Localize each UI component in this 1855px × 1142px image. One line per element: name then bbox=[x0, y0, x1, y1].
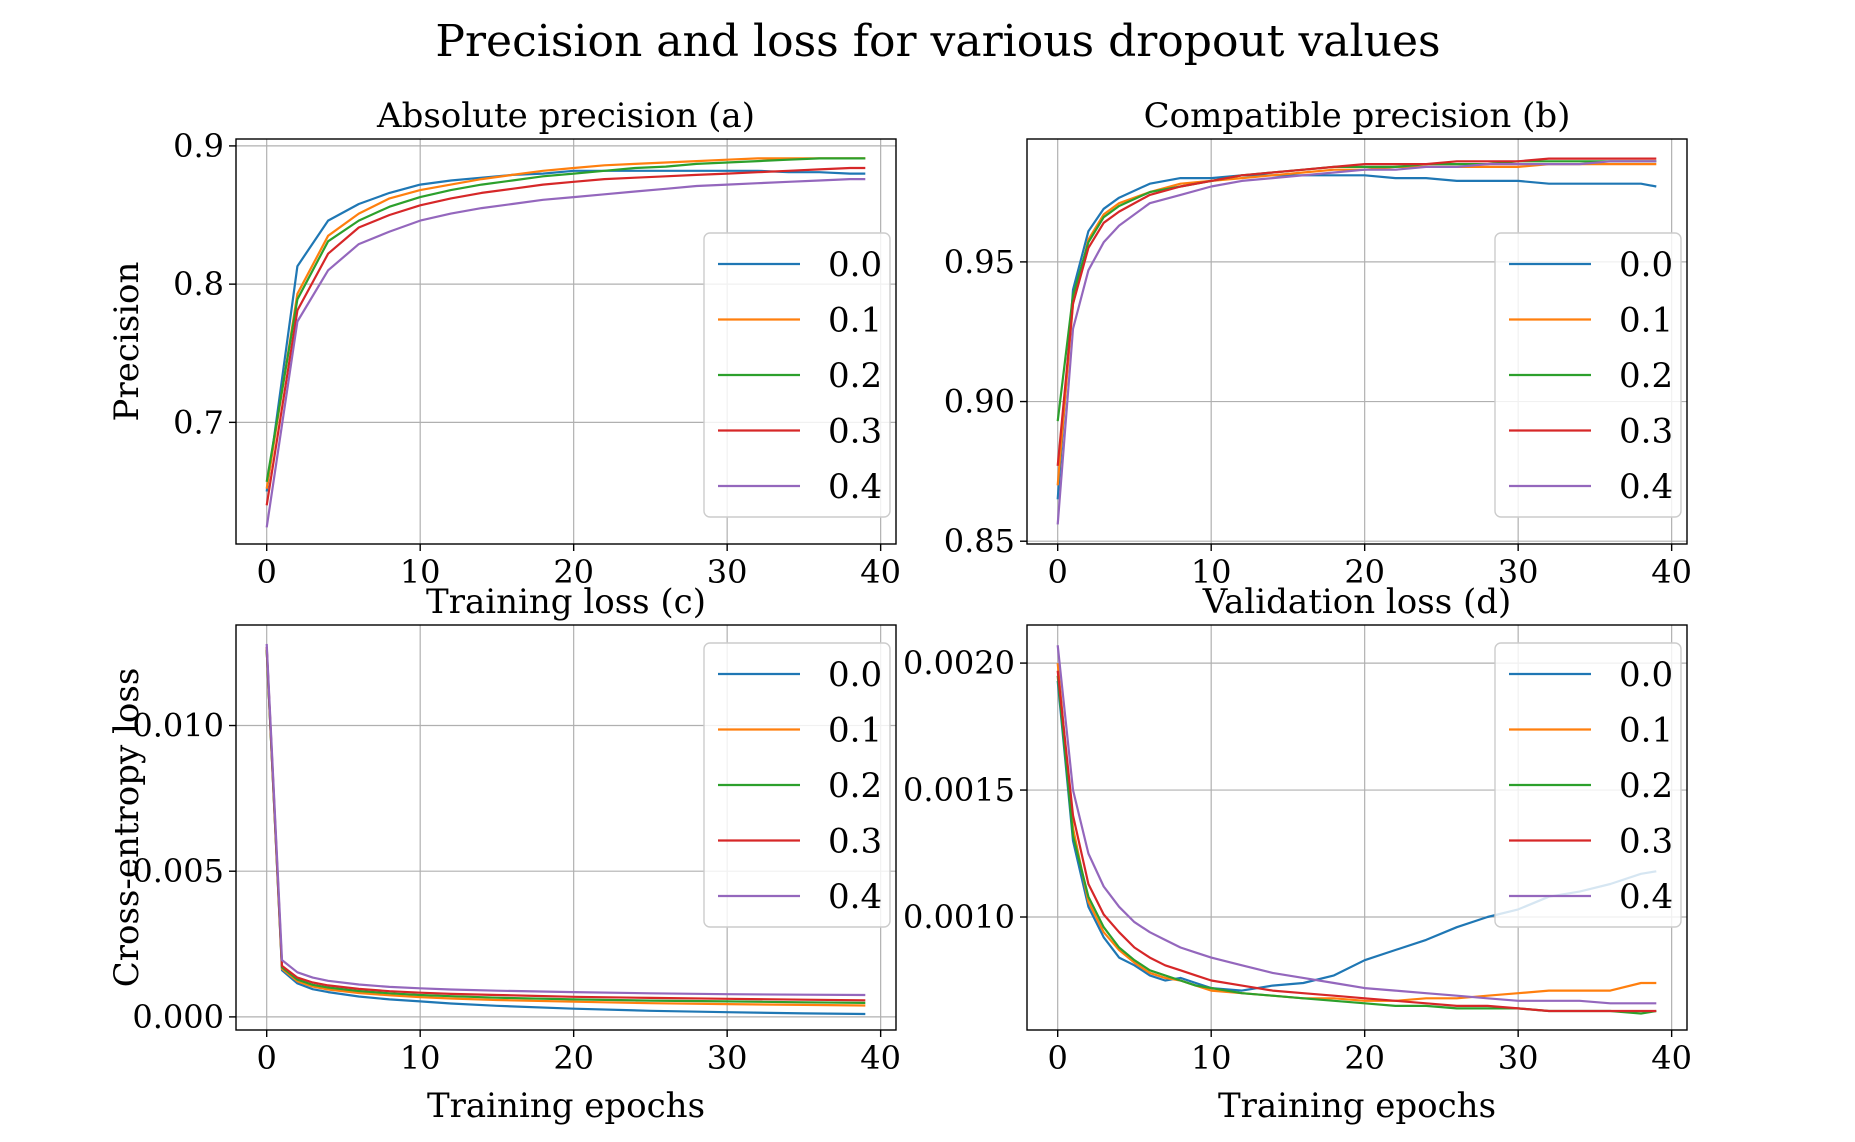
y-axis-label: Precision bbox=[107, 262, 147, 422]
x-tick-label: 20 bbox=[1344, 553, 1385, 591]
x-tick-label: 0 bbox=[1048, 1039, 1068, 1077]
legend-entry-label: 0.0 bbox=[1619, 245, 1673, 285]
plot-area-frame bbox=[235, 138, 897, 545]
legend-entry-label: 0.2 bbox=[828, 766, 882, 806]
y-tick-label: 0.90 bbox=[944, 383, 1015, 421]
legend-entry-label: 0.4 bbox=[1619, 467, 1673, 507]
x-tick-label: 10 bbox=[400, 1039, 441, 1077]
subplot-training-loss: 0 10 20 30 40 0.000 0.005 0.010 Training loss (c… bbox=[107, 582, 901, 1126]
legend-entry-label: 0.0 bbox=[828, 655, 882, 695]
series-line-0-0 bbox=[265, 649, 866, 1016]
series-line-0-4 bbox=[1056, 160, 1657, 525]
subplot-title: Compatible precision (b) bbox=[1144, 96, 1571, 136]
legend-entry-label: 0.1 bbox=[828, 301, 882, 341]
legend-entry-label: 0.2 bbox=[828, 356, 882, 396]
legend-entry-label: 0.4 bbox=[1619, 877, 1673, 917]
y-tick-label: 0.8 bbox=[173, 265, 224, 303]
legend-entry-label: 0.2 bbox=[1619, 356, 1673, 396]
legend-entry-label: 0.3 bbox=[828, 412, 882, 452]
legend-entry-label: 0.1 bbox=[1619, 301, 1673, 341]
y-tick-label: 0.0010 bbox=[903, 898, 1015, 936]
series-line-0-4 bbox=[265, 178, 866, 528]
subplot-title: Absolute precision (a) bbox=[376, 96, 755, 136]
plot-area-frame bbox=[1026, 624, 1688, 1031]
x-tick-label: 30 bbox=[1498, 553, 1539, 591]
x-tick-label: 30 bbox=[707, 1039, 748, 1077]
subplot-grid: 0 10 20 30 40 0.7 0.8 0.9 Absolute precision (a)… bbox=[107, 96, 1692, 1126]
x-tick-label: 0 bbox=[1048, 553, 1068, 591]
y-tick-label: 0.95 bbox=[944, 243, 1015, 281]
y-axis-label: Cross-entropy loss bbox=[107, 668, 147, 988]
series-line-0-3 bbox=[265, 646, 866, 1002]
x-tick-label: 20 bbox=[553, 1039, 594, 1077]
x-tick-label: 40 bbox=[1651, 553, 1692, 591]
legend-entry-label: 0.3 bbox=[828, 822, 882, 862]
y-tick-label: 0.0020 bbox=[903, 644, 1015, 682]
x-axis-label: Training epochs bbox=[427, 1086, 705, 1126]
series-line-0-2 bbox=[265, 649, 866, 1004]
legend-entry-label: 0.4 bbox=[828, 877, 882, 917]
x-tick-label: 0 bbox=[257, 1039, 277, 1077]
legend-entry-label: 0.1 bbox=[828, 711, 882, 751]
legend-entry-label: 0.3 bbox=[1619, 412, 1673, 452]
legend: 0.0 0.1 0.2 0.3 0.4 bbox=[703, 642, 891, 928]
x-tick-label: 30 bbox=[707, 553, 748, 591]
subplot-title: Validation loss (d) bbox=[1202, 582, 1512, 622]
legend-entry-label: 0.2 bbox=[1619, 766, 1673, 806]
series-line-0-4 bbox=[265, 643, 866, 997]
plot-area-frame bbox=[1026, 138, 1688, 545]
x-tick-label: 40 bbox=[860, 1039, 901, 1077]
legend-entry-label: 0.4 bbox=[828, 467, 882, 507]
series-line-0-3 bbox=[265, 166, 866, 506]
subplot-validation-loss: 0 10 20 30 40 0.0010 0.0015 0.0020 Validation lo… bbox=[903, 582, 1692, 1126]
x-axis-label: Training epochs bbox=[1218, 1086, 1496, 1126]
legend: 0.0 0.1 0.2 0.3 0.4 bbox=[1494, 642, 1682, 928]
plot-area-frame bbox=[235, 624, 897, 1031]
legend: 0.0 0.1 0.2 0.3 0.4 bbox=[1494, 232, 1682, 518]
series-line-0-3 bbox=[1056, 670, 1657, 1013]
y-tick-label: 0.0015 bbox=[903, 771, 1015, 809]
y-tick-label: 0.000 bbox=[132, 998, 224, 1036]
x-tick-label: 30 bbox=[1498, 1039, 1539, 1077]
series-line-0-1 bbox=[265, 157, 866, 489]
legend-entry-label: 0.1 bbox=[1619, 711, 1673, 751]
series-line-0-4 bbox=[1056, 645, 1657, 1005]
legend-entry-label: 0.0 bbox=[828, 245, 882, 285]
x-tick-label: 10 bbox=[1191, 553, 1232, 591]
subplot-title: Training loss (c) bbox=[426, 582, 706, 622]
x-tick-label: 40 bbox=[1651, 1039, 1692, 1077]
subplot-compatible-precision: 0 10 20 30 40 0.85 0.90 0.95 Compatible precisio… bbox=[944, 96, 1692, 591]
y-tick-label: 0.010 bbox=[132, 707, 224, 745]
legend: 0.0 0.1 0.2 0.3 0.4 bbox=[703, 232, 891, 518]
legend-entry-label: 0.0 bbox=[1619, 655, 1673, 695]
series-line-0-1 bbox=[265, 649, 866, 1007]
x-tick-label: 40 bbox=[860, 553, 901, 591]
y-tick-label: 0.9 bbox=[173, 127, 224, 165]
series-line-0-2 bbox=[265, 157, 866, 482]
series-line-0-3 bbox=[1056, 157, 1657, 466]
y-tick-label: 0.005 bbox=[132, 852, 224, 890]
x-tick-label: 0 bbox=[257, 553, 277, 591]
series-line-0-0 bbox=[1056, 174, 1657, 500]
y-tick-label: 0.7 bbox=[173, 403, 224, 441]
x-tick-label: 10 bbox=[400, 553, 441, 591]
legend-entry-label: 0.3 bbox=[1619, 822, 1673, 862]
x-tick-label: 20 bbox=[1344, 1039, 1385, 1077]
y-tick-label: 0.85 bbox=[944, 522, 1015, 560]
x-tick-label: 10 bbox=[1191, 1039, 1232, 1077]
x-tick-label: 20 bbox=[553, 553, 594, 591]
figure-title: Precision and loss for various dropout v… bbox=[435, 16, 1440, 67]
subplot-absolute-precision: 0 10 20 30 40 0.7 0.8 0.9 Absolute precision (a)… bbox=[107, 96, 901, 591]
